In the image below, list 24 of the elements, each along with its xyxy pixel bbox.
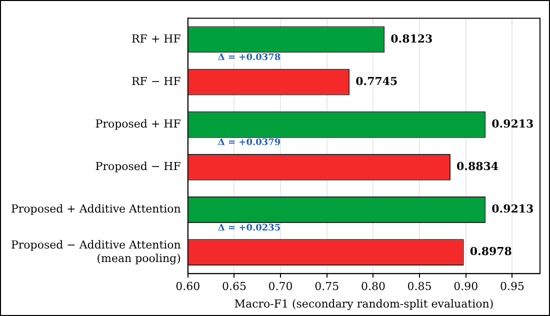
x-tick-label: 0.60 xyxy=(176,280,200,294)
data-label: 0.7745 xyxy=(356,74,398,88)
y-tick-label: RF + HF xyxy=(132,32,182,46)
y-tick-label: Proposed − HF xyxy=(95,160,182,174)
x-tick-label: 0.95 xyxy=(500,280,524,294)
data-label: 0.9213 xyxy=(492,202,534,216)
y-tick-label: RF − HF xyxy=(132,74,182,88)
data-label: 0.8123 xyxy=(390,32,433,46)
annotation: Δ = +0.0379 xyxy=(218,138,281,148)
x-tick-label: 0.70 xyxy=(268,280,293,294)
x-tick-label: 0.90 xyxy=(454,280,478,294)
y-tick-label: Proposed − Additive Attention (mean pooling) xyxy=(10,238,181,265)
x-tick-label: 0.75 xyxy=(314,280,340,294)
x-tick-label: 0.65 xyxy=(222,280,246,294)
x-tick-label: 0.80 xyxy=(360,280,386,294)
annotation: Δ = +0.0235 xyxy=(218,223,281,234)
data-label: 0.9213 xyxy=(492,117,534,130)
x-axis-title: Macro-F1 (secondary random-split evaluation) xyxy=(234,297,494,310)
data-label: 0.8978 xyxy=(470,245,512,258)
annotation: Δ = +0.0378 xyxy=(218,53,281,64)
y-tick-label: Proposed + Additive Attention xyxy=(10,202,181,216)
data-label: 0.8834 xyxy=(456,160,499,174)
y-tick-label: Proposed + HF xyxy=(95,117,182,130)
x-tick-label: 0.85 xyxy=(407,280,432,294)
